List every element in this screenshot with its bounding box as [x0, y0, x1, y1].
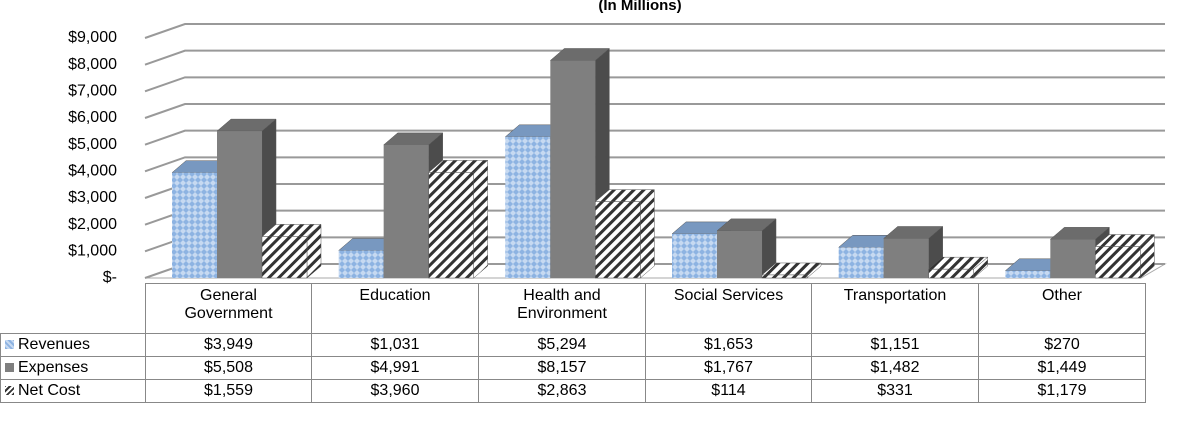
- bar-front: [172, 172, 217, 278]
- bar: [761, 262, 822, 279]
- grid-line: [144, 103, 1165, 119]
- y-tick-label: $2,000: [68, 216, 117, 233]
- value-cell: $1,559: [145, 379, 312, 403]
- bar-front: [672, 233, 717, 278]
- value-cell: $1,482: [811, 356, 979, 380]
- bar: [261, 223, 322, 279]
- bar-front: [928, 268, 974, 279]
- category-label: Transportation: [843, 287, 947, 304]
- bar-front: [1095, 246, 1141, 279]
- bar: [427, 159, 489, 279]
- bar-front: [428, 172, 474, 279]
- category-label: Education: [359, 287, 431, 304]
- grid-line: [144, 156, 1165, 173]
- category-label: Other: [1041, 287, 1082, 304]
- legend-swatch: [5, 363, 14, 373]
- value-cell: $270: [978, 333, 1146, 357]
- category-cell: Education: [311, 283, 479, 334]
- value-cell: $5,508: [145, 356, 312, 380]
- category-label: Health and Environment: [517, 287, 607, 322]
- value-cell: $3,949: [145, 333, 312, 357]
- value-cell: $8,157: [478, 356, 646, 380]
- category-cell: Health and Environment: [478, 283, 646, 334]
- category-label: Social Services: [673, 287, 784, 304]
- bar-front: [261, 236, 308, 279]
- bar-front: [338, 250, 384, 278]
- value-cell: $1,653: [645, 333, 812, 357]
- bar-front: [595, 201, 641, 279]
- bar-side: [473, 159, 488, 279]
- bar-front: [550, 60, 596, 279]
- y-tick-label: $4,000: [68, 163, 117, 180]
- table-corner: [1, 284, 146, 334]
- category-cell: Social Services: [645, 283, 812, 334]
- grid-line: [144, 129, 1165, 146]
- bar-front: [1050, 239, 1096, 278]
- value-cell: $1,151: [811, 333, 979, 357]
- bar-front: [838, 247, 884, 278]
- category-cell: Other: [978, 283, 1146, 334]
- legend-cell: Revenues: [0, 333, 146, 357]
- chart-subtitle: (In Millions): [598, 0, 681, 14]
- value-cell: $3,960: [311, 379, 479, 403]
- table-row: Expenses $5,508 $4,991 $8,157 $1,767 $1,482 $1…: [0, 356, 1146, 380]
- category-label: General Government: [184, 287, 273, 322]
- value-cell: $2,863: [478, 379, 646, 403]
- value-cell: $1,449: [978, 356, 1146, 380]
- table-row: Net Cost $1,559 $3,960 $2,863 $114 $331 $1,179: [0, 379, 1146, 403]
- bar: [716, 218, 777, 279]
- bar-front: [883, 238, 929, 278]
- y-tick-label: $7,000: [68, 83, 117, 100]
- bar-side: [640, 189, 655, 279]
- table-header-row: General Government Education Health and En…: [1, 283, 1146, 334]
- legend-cell: Expenses: [0, 356, 146, 380]
- value-cell: $1,179: [978, 379, 1146, 403]
- grid-line: [144, 209, 1165, 226]
- y-tick-label: $1,000: [68, 243, 117, 260]
- data-table: General Government Education Health and En…: [0, 283, 1146, 403]
- category-cell: General Government: [145, 283, 312, 334]
- bar-front: [383, 144, 429, 278]
- y-tick-label: $6,000: [68, 109, 117, 126]
- value-cell: $331: [811, 379, 979, 403]
- bar: [594, 189, 656, 279]
- grid-line: [144, 183, 1165, 199]
- grid-line: [144, 23, 1165, 39]
- legend-swatch: [5, 386, 14, 396]
- bar: [927, 256, 989, 279]
- legend-label: Expenses: [18, 359, 89, 376]
- value-cell: $5,294: [478, 333, 646, 357]
- bar-front: [761, 274, 808, 279]
- grid-line: [144, 49, 1165, 66]
- value-cell: $114: [645, 379, 812, 403]
- y-tick-label: $3,000: [68, 189, 117, 206]
- bar: [1094, 234, 1156, 279]
- value-cell: $1,031: [311, 333, 479, 357]
- y-tick-label: $9,000: [68, 29, 117, 46]
- bar-front: [717, 230, 762, 278]
- legend-label: Revenues: [18, 336, 91, 353]
- y-tick-label: $-: [103, 269, 117, 286]
- value-cell: $4,991: [311, 356, 479, 380]
- legend-label: Net Cost: [18, 382, 81, 399]
- category-cell: Transportation: [811, 283, 979, 334]
- bar-front: [1005, 270, 1051, 278]
- grid-line: [144, 76, 1165, 93]
- value-cell: $1,767: [645, 356, 812, 380]
- y-tick-label: $5,000: [68, 136, 117, 153]
- legend-cell: Net Cost: [0, 379, 146, 403]
- legend-swatch: [5, 340, 14, 350]
- table-row: Revenues $3,949 $1,031 $5,294 $1,653 $1,151 $2…: [0, 333, 1146, 357]
- bar-front: [217, 131, 262, 278]
- bar-front: [505, 136, 551, 278]
- y-tick-label: $8,000: [68, 56, 117, 73]
